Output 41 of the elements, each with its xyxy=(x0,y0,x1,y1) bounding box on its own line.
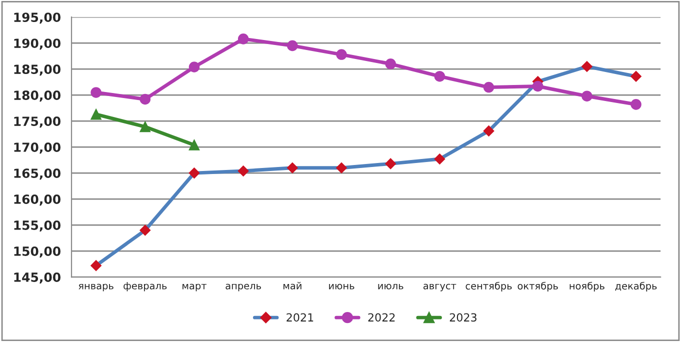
y-tick-label: 195,00 xyxy=(14,12,60,24)
point xyxy=(483,82,494,93)
point xyxy=(385,58,396,70)
point xyxy=(532,80,544,92)
point xyxy=(434,70,446,82)
x-tick-label: май xyxy=(283,282,302,290)
y-tick-label: 160,00 xyxy=(14,194,60,206)
point xyxy=(238,34,249,44)
x-tick-label: июнь xyxy=(329,284,354,290)
point xyxy=(287,40,298,52)
y-tick-label: 145,00 xyxy=(14,272,60,284)
point xyxy=(90,87,102,98)
point xyxy=(188,62,200,72)
x-tick-label: ноябрь xyxy=(570,282,604,292)
point xyxy=(90,108,102,120)
x-tick-label: август xyxy=(423,284,456,292)
point xyxy=(140,121,151,132)
y-tick-label: 170,00 xyxy=(14,142,60,154)
y-tick-label: 185,00 xyxy=(14,64,60,76)
y-tick-label: 165,00 xyxy=(14,168,60,180)
point xyxy=(630,99,642,110)
x-tick-label: июль xyxy=(378,284,404,290)
y-tick-label: 190,00 xyxy=(14,38,60,50)
x-tick-label: март xyxy=(182,284,207,292)
y-tick-label: 150,00 xyxy=(14,246,60,258)
y-tick-label: 175,00 xyxy=(14,116,60,128)
legend-label: 2022 xyxy=(368,313,395,322)
x-tick-label: февраль xyxy=(124,282,167,292)
legend-label: 2023 xyxy=(450,313,476,322)
point xyxy=(582,90,592,102)
x-tick-label: апрель xyxy=(226,284,261,292)
point xyxy=(188,140,200,150)
point xyxy=(140,94,151,105)
x-tick-label: октябрь xyxy=(518,282,558,292)
y-tick-label: 180,00 xyxy=(14,90,60,102)
x-tick-label: январь xyxy=(78,284,114,292)
x-tick-label: сентябрь xyxy=(466,282,512,292)
point xyxy=(336,49,347,60)
legend-label: 2021 xyxy=(286,313,314,322)
x-tick-label: декабрь xyxy=(615,282,657,292)
y-tick-label: 155,00 xyxy=(14,220,60,232)
